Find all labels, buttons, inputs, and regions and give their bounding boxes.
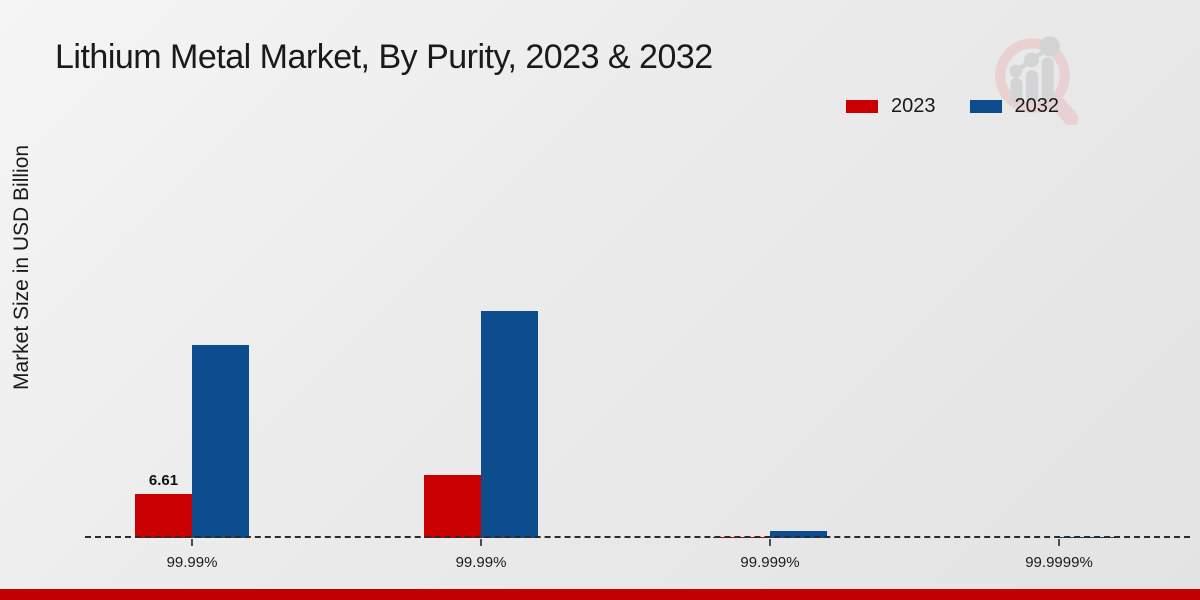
x-axis-category-label-0: 99.99% xyxy=(166,554,218,571)
x-axis-category-label-3: 99.9999% xyxy=(1025,554,1093,571)
legend-item-2032: 2032 xyxy=(968,95,1060,118)
x-axis-tick-3 xyxy=(1058,539,1060,546)
x-axis-tick-2 xyxy=(769,539,771,546)
legend-swatch-2023 xyxy=(845,99,879,114)
magnifier-growth-chart-logo-icon xyxy=(995,36,1079,125)
plot-area: 99.99% 99.99% 99.999% 99.9999% 6.61 xyxy=(85,100,1190,571)
bar-2023-category-1 xyxy=(424,475,481,538)
bar-2032-category-2 xyxy=(770,531,827,538)
chart-title: Lithium Metal Market, By Purity, 2023 & … xyxy=(55,38,713,76)
x-axis-tick-1 xyxy=(480,539,482,546)
legend: 2023 2032 xyxy=(845,95,1059,118)
bar-value-label: 6.61 xyxy=(148,472,179,489)
x-axis-category-label-2: 99.999% xyxy=(740,554,800,571)
y-axis-label: Market Size in USD Billion xyxy=(10,144,33,390)
legend-label-2032: 2032 xyxy=(1014,95,1060,117)
x-axis-tick-0 xyxy=(191,539,193,546)
bar-2023-category-0 xyxy=(135,494,192,538)
legend-swatch-2032 xyxy=(968,99,1003,114)
x-axis-dashed-line xyxy=(85,536,1190,538)
x-axis-category-label-1: 99.99% xyxy=(455,554,507,571)
legend-label-2023: 2023 xyxy=(891,95,936,117)
bottom-red-strip xyxy=(0,589,1200,600)
bar-2032-category-1 xyxy=(481,311,538,538)
legend-item-2023: 2023 xyxy=(845,95,936,118)
bar-2032-category-0 xyxy=(192,345,249,538)
